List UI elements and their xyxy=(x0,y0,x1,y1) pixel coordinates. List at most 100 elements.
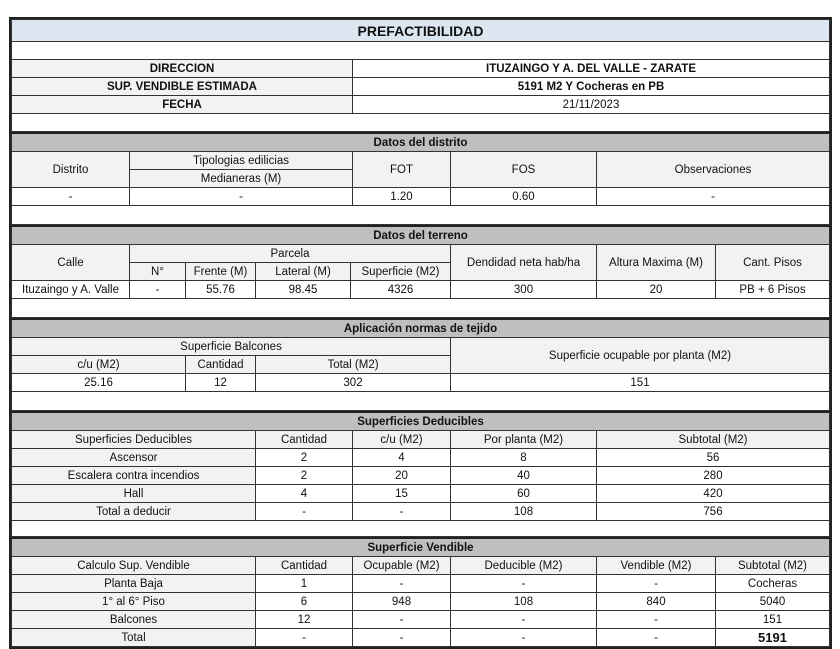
column-header: Ocupable (M2) xyxy=(352,556,451,575)
table-row: Hall 4 15 60 420 xyxy=(11,484,830,503)
cell: - xyxy=(450,610,597,629)
column-header: Distrito xyxy=(11,151,130,188)
column-header: Subtotal (M2) xyxy=(596,430,830,449)
cell: 98.45 xyxy=(255,280,351,299)
info-label: DIRECCION xyxy=(11,59,353,78)
section-header: Datos del distrito xyxy=(11,132,830,152)
cell: 948 xyxy=(352,592,451,611)
table-row: Planta Baja 1- - - Cocheras xyxy=(11,574,830,593)
blank-row xyxy=(11,205,830,225)
cell: 20 xyxy=(352,466,451,485)
blank-row xyxy=(11,41,830,60)
section-header: Datos del terreno xyxy=(11,225,830,245)
table-row: 1° al 6° Piso 6 948 108 840 5040 xyxy=(11,592,830,611)
info-label: SUP. VENDIBLE ESTIMADA xyxy=(11,77,353,96)
column-header: c/u (M2) xyxy=(11,355,186,374)
column-header: Cantidad xyxy=(255,430,353,449)
column-header: c/u (M2) xyxy=(352,430,451,449)
row-label: Escalera contra incendios xyxy=(11,466,256,485)
cell: 1 xyxy=(255,574,353,593)
cell: 420 xyxy=(596,484,830,503)
column-header: Parcela xyxy=(129,244,451,263)
column-header: N° xyxy=(129,262,186,281)
row-label: Total xyxy=(11,628,256,647)
cell: 12 xyxy=(255,610,353,629)
column-header: FOS xyxy=(450,151,597,188)
column-header: Superficie (M2) xyxy=(350,262,451,281)
column-header: Medianeras (M) xyxy=(129,169,353,188)
cell: 15 xyxy=(352,484,451,503)
info-value: 5191 M2 Y Cocheras en PB xyxy=(352,77,830,96)
cell: 4 xyxy=(352,448,451,467)
cell: - xyxy=(352,574,451,593)
cell: 56 xyxy=(596,448,830,467)
cell: 756 xyxy=(596,502,830,521)
tejido-table: Aplicación normas de tejido Superficie B… xyxy=(11,318,830,411)
cell: - xyxy=(352,610,451,629)
column-header: Superficie Balcones xyxy=(11,337,451,356)
row-label: Total a deducir xyxy=(11,502,256,521)
cell: 151 xyxy=(715,610,830,629)
cell: 840 xyxy=(596,592,716,611)
cell: - xyxy=(596,610,716,629)
column-header: Frente (M) xyxy=(185,262,256,281)
cell: - xyxy=(255,628,353,647)
cell: - xyxy=(596,187,830,206)
column-header: Subtotal (M2) xyxy=(715,556,830,575)
cell: 151 xyxy=(450,373,830,392)
cell: - xyxy=(450,628,597,647)
prefactibilidad-sheet: PREFACTIBILIDAD DIRECCION ITUZAINGO Y A. … xyxy=(9,17,832,649)
cell: 108 xyxy=(450,502,597,521)
column-header: Calle xyxy=(11,244,130,281)
blank-row xyxy=(11,391,830,411)
vendible-table: Superficie Vendible Calculo Sup. Vendibl… xyxy=(11,537,830,647)
cell: - xyxy=(129,280,186,299)
cell: 300 xyxy=(450,280,597,299)
cell: 280 xyxy=(596,466,830,485)
terreno-table: Datos del terreno Calle Parcela Dendidad… xyxy=(11,225,830,318)
cell: - xyxy=(596,628,716,647)
blank-row xyxy=(11,298,830,318)
row-label: Planta Baja xyxy=(11,574,256,593)
header-table: PREFACTIBILIDAD DIRECCION ITUZAINGO Y A. … xyxy=(11,19,830,132)
cell: 55.76 xyxy=(185,280,256,299)
blank-row xyxy=(11,113,830,132)
cell: PB + 6 Pisos xyxy=(715,280,830,299)
cell: - xyxy=(129,187,353,206)
cell: 2 xyxy=(255,448,353,467)
table-row: Ascensor 2 4 8 56 xyxy=(11,448,830,467)
cell: - xyxy=(352,502,451,521)
column-header: Cantidad xyxy=(255,556,353,575)
row-label: Ascensor xyxy=(11,448,256,467)
cell: - xyxy=(450,574,597,593)
column-header: Por planta (M2) xyxy=(450,430,597,449)
cell: 302 xyxy=(255,373,451,392)
column-header: Altura Maxima (M) xyxy=(596,244,716,281)
row-label: 1° al 6° Piso xyxy=(11,592,256,611)
column-header: Calculo Sup. Vendible xyxy=(11,556,256,575)
cell: 5040 xyxy=(715,592,830,611)
total-cell: 5191 xyxy=(715,628,830,647)
column-header: FOT xyxy=(352,151,451,188)
cell: - xyxy=(11,187,130,206)
table-row: Escalera contra incendios 2 20 40 280 xyxy=(11,466,830,485)
cell: Ituzaingo y A. Valle xyxy=(11,280,130,299)
column-header: Vendible (M2) xyxy=(596,556,716,575)
cell: 12 xyxy=(185,373,256,392)
cell: 60 xyxy=(450,484,597,503)
info-value: ITUZAINGO Y A. DEL VALLE - ZARATE xyxy=(352,59,830,78)
blank-row xyxy=(11,520,830,537)
section-header: Superficies Deducibles xyxy=(11,411,830,431)
table-row: Balcones 12- - -151 xyxy=(11,610,830,629)
cell: 4326 xyxy=(350,280,451,299)
column-header: Lateral (M) xyxy=(255,262,351,281)
column-header: Superficie ocupable por planta (M2) xyxy=(450,337,830,374)
cell: - xyxy=(352,628,451,647)
cell: 25.16 xyxy=(11,373,186,392)
row-label: Balcones xyxy=(11,610,256,629)
section-header: Superficie Vendible xyxy=(11,537,830,557)
table-row: Total a deducir - -108 756 xyxy=(11,502,830,521)
cell: 8 xyxy=(450,448,597,467)
table-row: Total - - - -5191 xyxy=(11,628,830,647)
cell: 6 xyxy=(255,592,353,611)
